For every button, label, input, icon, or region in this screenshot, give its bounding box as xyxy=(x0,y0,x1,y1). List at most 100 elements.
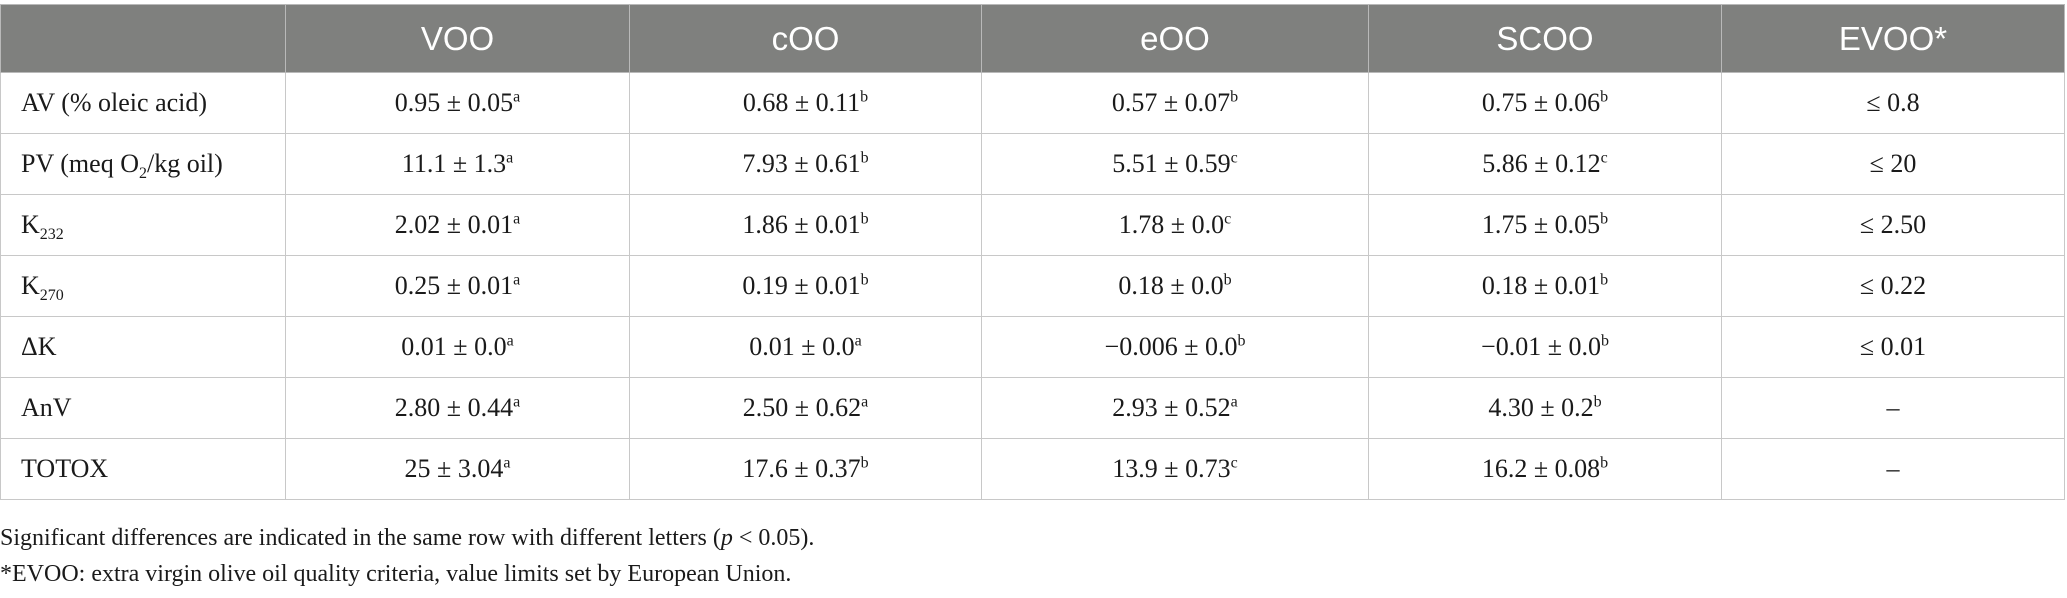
value-text: 11.1 ± 1.3 xyxy=(401,149,507,178)
table-row: PV (meq O2/kg oil) 11.1 ± 1.3a 7.93 ± 0.61… xyxy=(0,133,2065,195)
value-cell-voo: 0.95 ± 0.05a xyxy=(285,72,630,134)
value-text: 2.50 ± 0.62 xyxy=(742,393,862,422)
row-label-pre: AnV xyxy=(21,393,72,422)
significance-letter: a xyxy=(506,149,514,167)
value-text: 25 ± 3.04 xyxy=(404,454,504,483)
row-label: K232 xyxy=(0,194,286,256)
value-text: 0.18 ± 0.01 xyxy=(1481,271,1601,300)
value-cell-scoo: 0.75 ± 0.06b xyxy=(1368,72,1722,134)
footnote-threshold: < 0.05). xyxy=(732,525,815,551)
significance-letter: a xyxy=(503,454,511,472)
row-label-sub: 232 xyxy=(39,226,64,244)
significance-letter: b xyxy=(1223,271,1232,289)
row-label: TOTOX xyxy=(0,438,286,500)
value-cell-eoo: −0.006 ± 0.0b xyxy=(981,316,1369,378)
value-cell-evoo-limit: ≤ 20 xyxy=(1721,133,2065,195)
value-cell-eoo: 13.9 ± 0.73c xyxy=(981,438,1369,500)
header-col-eoo: eOO xyxy=(981,4,1369,73)
significance-letter: c xyxy=(1600,149,1608,167)
value-text: 0.75 ± 0.06 xyxy=(1481,88,1601,117)
value-cell-voo: 2.02 ± 0.01a xyxy=(285,194,630,256)
footnote-p-symbol: p xyxy=(720,525,733,551)
value-cell-evoo-limit: – xyxy=(1721,377,2065,439)
value-text: 5.51 ± 0.59 xyxy=(1112,149,1231,178)
table-body: AV (% oleic acid) 0.95 ± 0.05a 0.68 ± 0.11… xyxy=(0,72,2065,500)
row-label: AV (% oleic acid) xyxy=(0,72,286,134)
significance-letter: b xyxy=(860,88,869,106)
value-cell-scoo: 1.75 ± 0.05b xyxy=(1368,194,1722,256)
footnote-significance: Significant differences are indicated in… xyxy=(0,520,814,556)
value-cell-eoo: 0.18 ± 0.0b xyxy=(981,255,1369,317)
row-label-pre: K xyxy=(21,271,40,300)
value-text: 0.68 ± 0.11 xyxy=(742,88,861,117)
significance-letter: a xyxy=(513,393,521,411)
significance-letter: b xyxy=(1600,454,1609,472)
row-label-pre: PV (meq O xyxy=(21,149,139,178)
row-label-pre: AV (% oleic acid) xyxy=(21,88,208,117)
row-label: K270 xyxy=(0,255,286,317)
value-cell-scoo: 16.2 ± 0.08b xyxy=(1368,438,1722,500)
significance-letter: a xyxy=(513,88,521,106)
significance-letter: b xyxy=(1593,393,1602,411)
value-text: −0.01 ± 0.0 xyxy=(1481,332,1601,361)
row-label: ΔK xyxy=(0,316,286,378)
significance-letter: c xyxy=(1230,149,1238,167)
significance-letter: a xyxy=(1230,393,1238,411)
significance-letter: b xyxy=(1237,332,1246,350)
value-cell-evoo-limit: ≤ 0.22 xyxy=(1721,255,2065,317)
value-cell-scoo: −0.01 ± 0.0b xyxy=(1368,316,1722,378)
table-row: TOTOX 25 ± 3.04a 17.6 ± 0.37b 13.9 ± 0.73c 1… xyxy=(0,438,2065,500)
header-blank-cell xyxy=(0,4,286,73)
value-text: 0.18 ± 0.0 xyxy=(1118,271,1224,300)
value-text: 17.6 ± 0.37 xyxy=(742,454,861,483)
significance-letter: a xyxy=(861,393,869,411)
significance-letter: a xyxy=(513,210,521,228)
value-text: 7.93 ± 0.61 xyxy=(742,149,861,178)
value-cell-eoo: 0.57 ± 0.07b xyxy=(981,72,1369,134)
header-col-voo: VOO xyxy=(285,4,630,73)
significance-letter: b xyxy=(860,210,869,228)
row-label-pre: ΔK xyxy=(21,332,57,361)
row-label-sub: 270 xyxy=(39,287,64,305)
table-row: K232 2.02 ± 0.01a 1.86 ± 0.01b 1.78 ± 0.0c 1… xyxy=(0,194,2065,256)
value-cell-coo: 2.50 ± 0.62a xyxy=(629,377,982,439)
value-text: 1.78 ± 0.0 xyxy=(1118,210,1225,239)
value-text: 2.02 ± 0.01 xyxy=(394,210,514,239)
value-cell-eoo: 1.78 ± 0.0c xyxy=(981,194,1369,256)
value-cell-eoo: 5.51 ± 0.59c xyxy=(981,133,1369,195)
table-row: ΔK 0.01 ± 0.0a 0.01 ± 0.0a −0.006 ± 0.0b −0.… xyxy=(0,316,2065,378)
significance-letter: b xyxy=(860,271,869,289)
row-label-post: /kg oil) xyxy=(146,149,223,178)
value-cell-evoo-limit: ≤ 2.50 xyxy=(1721,194,2065,256)
value-cell-eoo: 2.93 ± 0.52a xyxy=(981,377,1369,439)
value-cell-voo: 0.01 ± 0.0a xyxy=(285,316,630,378)
significance-letter: a xyxy=(513,271,521,289)
value-text: 0.25 ± 0.01 xyxy=(394,271,514,300)
significance-letter: c xyxy=(1224,210,1232,228)
value-text: 1.86 ± 0.01 xyxy=(742,210,861,239)
value-cell-coo: 0.19 ± 0.01b xyxy=(629,255,982,317)
significance-letter: b xyxy=(1600,271,1609,289)
results-table-container: VOO cOO eOO SCOO EVOO* AV (% oleic acid)… xyxy=(0,4,2065,500)
value-cell-scoo: 5.86 ± 0.12c xyxy=(1368,133,1722,195)
table-row: AV (% oleic acid) 0.95 ± 0.05a 0.68 ± 0.11… xyxy=(0,72,2065,134)
value-cell-evoo-limit: ≤ 0.01 xyxy=(1721,316,2065,378)
value-text: 13.9 ± 0.73 xyxy=(1112,454,1231,483)
row-label-sub: 2 xyxy=(138,165,147,183)
value-cell-coo: 0.01 ± 0.0a xyxy=(629,316,982,378)
row-label-pre: K xyxy=(21,210,40,239)
value-text: 2.80 ± 0.44 xyxy=(394,393,514,422)
significance-letter: b xyxy=(1600,210,1609,228)
value-text: −0.006 ± 0.0 xyxy=(1104,332,1238,361)
significance-letter: a xyxy=(854,332,862,350)
value-cell-voo: 25 ± 3.04a xyxy=(285,438,630,500)
table-footnotes: Significant differences are indicated in… xyxy=(0,520,814,592)
value-cell-scoo: 0.18 ± 0.01b xyxy=(1368,255,1722,317)
value-text: 0.19 ± 0.01 xyxy=(742,271,861,300)
value-cell-voo: 2.80 ± 0.44a xyxy=(285,377,630,439)
footnote-significance-text: Significant differences are indicated in… xyxy=(0,525,721,551)
table-row: K270 0.25 ± 0.01a 0.19 ± 0.01b 0.18 ± 0.0b 0… xyxy=(0,255,2065,317)
significance-letter: b xyxy=(1230,88,1239,106)
header-col-scoo: SCOO xyxy=(1368,4,1722,73)
value-cell-coo: 17.6 ± 0.37b xyxy=(629,438,982,500)
